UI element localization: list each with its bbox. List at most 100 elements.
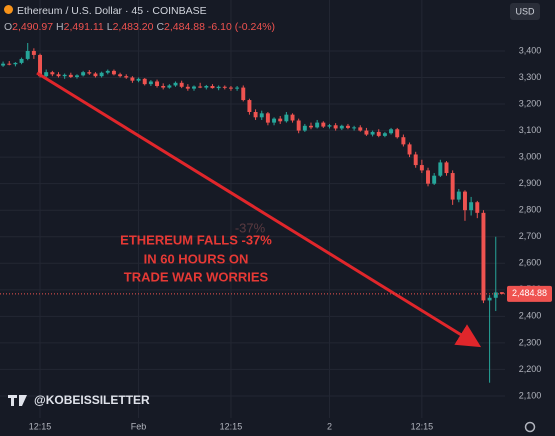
candle-body	[87, 72, 92, 74]
candle-body	[179, 82, 184, 87]
candle-body	[327, 125, 332, 127]
annotation-line: IN 60 HOURS ON	[144, 251, 249, 266]
candle-body	[426, 170, 430, 184]
candle-body	[148, 81, 153, 85]
candle-body	[296, 120, 301, 131]
candle-body	[333, 125, 338, 129]
candle-body	[38, 54, 43, 77]
candle-body	[469, 202, 474, 211]
candle-body	[284, 114, 289, 122]
y-tick-label: 2,900	[519, 178, 542, 188]
candle-body	[493, 292, 498, 298]
price-tag-label: 2,484.88	[512, 288, 547, 298]
candle-body	[50, 72, 55, 75]
candle-body	[382, 133, 387, 136]
y-tick-label: 2,600	[519, 258, 542, 268]
candle-body	[487, 297, 492, 301]
y-tick-label: 3,400	[519, 45, 542, 55]
candle-body	[7, 63, 12, 65]
y-tick-label: 3,300	[519, 72, 542, 82]
candle-body	[272, 118, 277, 123]
candle-body	[450, 173, 455, 200]
candle-body	[247, 100, 252, 112]
candle-body	[111, 70, 116, 75]
ohlc-key: C	[156, 21, 165, 33]
candle-body	[31, 50, 36, 55]
candle-body	[302, 125, 307, 131]
candle-body	[142, 78, 147, 85]
candle-body	[25, 50, 30, 59]
candle-body	[265, 113, 270, 123]
ohlc-value: 2,483.20	[112, 21, 154, 33]
candle-body	[253, 111, 258, 118]
settings-icon[interactable]	[524, 421, 536, 433]
candle-body	[259, 113, 264, 118]
y-tick-label: 2,800	[519, 205, 542, 215]
candle-body	[228, 87, 233, 89]
y-tick-label: 3,200	[519, 98, 542, 108]
candle-body	[475, 202, 480, 213]
candle-body	[370, 131, 375, 135]
candle-body	[309, 125, 313, 128]
y-tick-label: 3,000	[519, 151, 542, 161]
change: -6.10 (-0.24%)	[207, 21, 276, 33]
candle-body	[198, 86, 203, 88]
candle-body	[81, 72, 86, 76]
candle-body	[130, 77, 135, 81]
x-tick-label: 12:15	[411, 421, 434, 431]
ohlc-value: 2,491.11	[63, 21, 104, 33]
y-tick-label: 2,300	[519, 337, 542, 347]
ohlc-key: H	[56, 21, 64, 33]
candle-body	[1, 63, 6, 66]
candle-body	[438, 162, 443, 176]
candle-body	[192, 86, 196, 89]
y-tick-label: 2,100	[519, 390, 542, 400]
candle-body	[345, 125, 350, 128]
candle-body	[499, 292, 504, 294]
ohlc-value: 2,490.97	[12, 21, 54, 33]
candle-body	[339, 125, 344, 129]
currency-button[interactable]	[510, 3, 540, 20]
watermark: @KOBEISSILETTER	[34, 393, 150, 407]
symbol-icon	[4, 5, 13, 14]
candle-body	[395, 129, 400, 138]
x-tick-label: 12:15	[29, 421, 52, 431]
y-tick-label: 2,400	[519, 311, 542, 321]
candle-body	[68, 74, 73, 77]
candle-body	[241, 87, 246, 101]
candle-body	[185, 86, 190, 89]
candle-body	[278, 118, 283, 122]
candle-body	[19, 58, 24, 63]
candle-body	[352, 127, 357, 129]
candle-body	[118, 74, 123, 77]
currency-label[interactable]: USD	[515, 6, 535, 16]
ghost-label: -37%	[235, 220, 266, 235]
y-tick-label: 2,200	[519, 364, 542, 374]
candle-body	[62, 74, 67, 77]
candle-body	[413, 154, 418, 166]
candle-body	[155, 81, 160, 86]
candle-body	[389, 129, 394, 134]
candle-body	[462, 191, 467, 211]
annotation-line: ETHEREUM FALLS -37%	[120, 232, 272, 247]
annotation-line: TRADE WAR WORRIES	[124, 269, 269, 284]
logo	[8, 395, 27, 406]
candle-body	[124, 76, 129, 78]
candle-body	[105, 70, 110, 73]
candle-body	[75, 75, 79, 77]
candle-body	[173, 82, 178, 86]
x-tick-label: Feb	[131, 421, 147, 431]
ohlc-row: O2,490.97 H2,491.11 L2,483.20 C2,484.88 -6.1…	[4, 19, 278, 35]
y-tick-label: 2,700	[519, 231, 542, 241]
candle-body	[444, 162, 449, 174]
candle-body	[376, 131, 381, 136]
candle-body	[364, 130, 369, 135]
candle-body	[432, 175, 437, 184]
x-tick-label: 2	[327, 421, 332, 431]
candle-body	[456, 191, 461, 200]
ohlc-value: 2,484.88	[164, 21, 205, 33]
candle-body	[136, 78, 141, 81]
y-tick-label: 3,100	[519, 125, 542, 135]
